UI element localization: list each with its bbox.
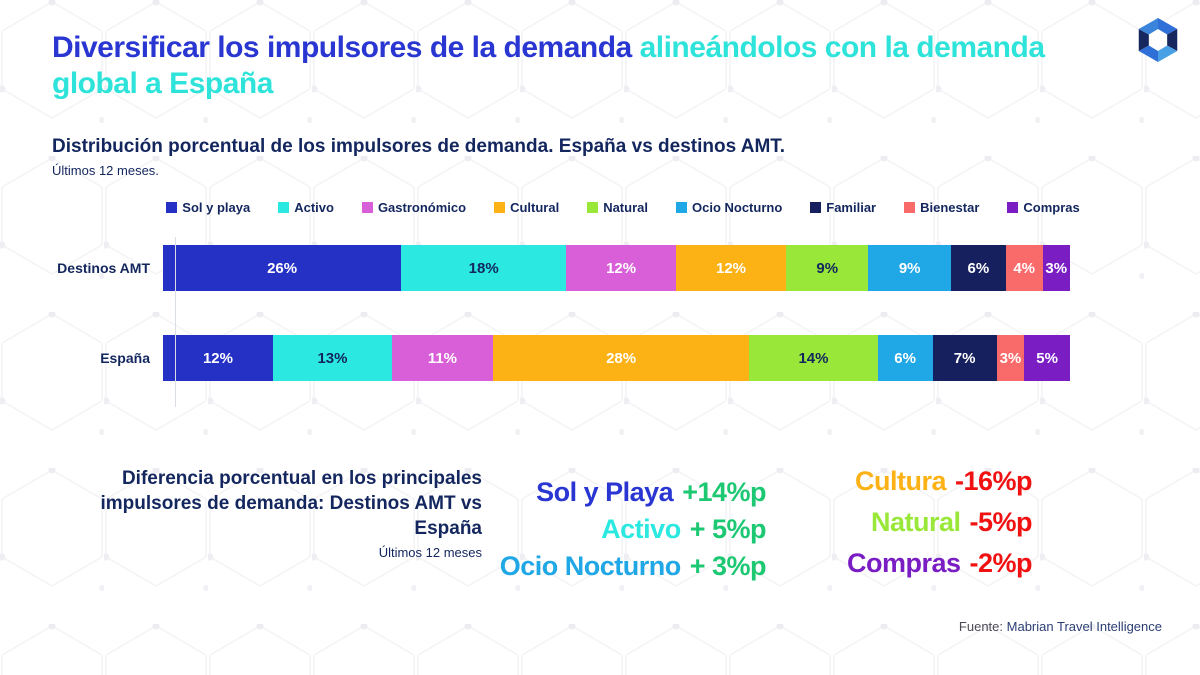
- mabrian-logo-icon: [1138, 18, 1178, 62]
- diff-value: -5%p: [969, 507, 1032, 537]
- legend-swatch: [494, 202, 506, 213]
- legend-swatch: [587, 202, 599, 213]
- diff-row: Sol y Playa +14%p: [536, 477, 766, 508]
- diff-row: Compras -2%p: [846, 548, 1033, 579]
- legend-item: Compras: [1007, 200, 1080, 215]
- bar-segment: 12%: [676, 245, 786, 291]
- legend-label: Bienestar: [920, 200, 980, 215]
- legend-swatch: [361, 202, 373, 213]
- legend-item: Natural: [587, 200, 648, 215]
- legend-swatch: [675, 202, 687, 213]
- legend-item: Ocio Nocturno: [675, 200, 783, 215]
- diff-label: Activo: [601, 514, 681, 544]
- legend-item: Activo: [278, 200, 334, 215]
- diff-label: Natural: [870, 507, 961, 537]
- bar-segment: 11%: [392, 335, 493, 381]
- legend-label: Familiar: [826, 200, 877, 215]
- legend-label: Cultural: [510, 200, 560, 215]
- legend-label: Ocio Nocturno: [691, 200, 783, 215]
- diff-row: Natural -5%p: [870, 507, 1033, 538]
- bar-segment: 14%: [749, 335, 878, 381]
- bar-segment: 4%: [1005, 245, 1043, 291]
- chart-axis-line: [175, 237, 176, 407]
- bar-segment: 18%: [401, 245, 567, 291]
- diff-period: Últimos 12 meses: [378, 545, 482, 560]
- legend-label: Natural: [603, 200, 648, 215]
- legend-swatch: [1007, 202, 1019, 213]
- bar-chart: Destinos AMT 26% 18% 12% 12% 9% 9% 6% 4% 3% España…: [52, 237, 1070, 407]
- source-prefix: Fuente:: [958, 619, 1004, 634]
- bar-segment: 6%: [877, 335, 933, 381]
- diff-row: Cultura -16%p: [854, 466, 1033, 497]
- diff-value: -16%p: [954, 466, 1033, 496]
- bar-segment: 26%: [163, 245, 402, 291]
- legend-swatch: [166, 202, 178, 213]
- legend-swatch: [904, 202, 916, 213]
- diff-label: Sol y Playa: [536, 477, 674, 507]
- diff-row: Ocio Nocturno + 3%p: [499, 551, 767, 582]
- bar-segment: 3%: [996, 335, 1025, 381]
- bar-segment: 6%: [950, 245, 1006, 291]
- legend-swatch: [278, 202, 290, 213]
- title-part-blue: Diversificar los impulsores de la demand…: [52, 31, 632, 64]
- legend-item: Cultural: [494, 200, 559, 215]
- bar-row-label: España: [100, 350, 150, 366]
- legend-item: Gastronómico: [361, 200, 467, 215]
- bar-segment: 9%: [785, 245, 869, 291]
- diff-label: Ocio Nocturno: [499, 551, 682, 581]
- bar-segment: 9%: [868, 245, 951, 291]
- page-title: Diversificar los impulsores de la demand…: [52, 30, 1102, 102]
- diff-positive: Sol y Playa +14%p Activo + 5%p Ocio Nocturno…: [499, 477, 767, 582]
- diff-label: Compras: [846, 548, 961, 578]
- legend-item: Familiar: [810, 200, 876, 215]
- diff-value: + 5%p: [689, 514, 767, 544]
- source-note: Fuente: Mabrian Travel Intelligence: [959, 619, 1162, 634]
- source-name: Mabrian Travel Intelligence: [1006, 619, 1162, 634]
- bar-segment: 7%: [932, 335, 997, 381]
- legend-label: Gastronómico: [377, 200, 467, 215]
- chart-title: Distribución porcentual de los impulsore…: [52, 136, 786, 157]
- chart-legend: Sol y playa Activo Gastronómico Cultural Nat…: [166, 200, 1080, 215]
- diff-value: + 3%p: [689, 551, 767, 581]
- diff-heading: Diferencia porcentual en los principales…: [100, 468, 483, 539]
- diff-label: Cultura: [854, 466, 947, 496]
- bar-row: España 12% 13% 11% 28% 14% 6% 7% 3% 5%: [52, 335, 1070, 381]
- bar-segment: 12%: [163, 335, 273, 381]
- bar-segment: 28%: [492, 335, 750, 381]
- legend-label: Activo: [294, 200, 334, 215]
- diff-negative: Cultura -16%p Natural -5%p Compras -2%p: [846, 466, 1033, 579]
- bar-row-label: Destinos AMT: [57, 260, 150, 276]
- bar-segment: 12%: [566, 245, 677, 291]
- legend-label: Sol y playa: [182, 200, 251, 215]
- legend-item: Bienestar: [904, 200, 979, 215]
- bar-segment: 3%: [1042, 245, 1070, 291]
- bar-track: 12% 13% 11% 28% 14% 6% 7% 3% 5%: [163, 335, 1070, 381]
- legend-item: Sol y playa: [166, 200, 250, 215]
- chart-period: Últimos 12 meses.: [52, 163, 159, 178]
- title-part-cyan: alineándolos con la demanda global a Esp…: [52, 31, 1045, 100]
- bar-row: Destinos AMT 26% 18% 12% 12% 9% 9% 6% 4% 3%: [52, 245, 1070, 291]
- diff-value: -2%p: [969, 548, 1032, 578]
- diff-value: +14%p: [682, 477, 766, 507]
- bar-segment: 13%: [272, 335, 393, 381]
- diff-row: Activo + 5%p: [601, 514, 766, 545]
- legend-label: Compras: [1023, 200, 1080, 215]
- legend-swatch: [810, 202, 822, 213]
- bar-segment: 5%: [1024, 335, 1070, 381]
- bar-track: 26% 18% 12% 12% 9% 9% 6% 4% 3%: [163, 245, 1070, 291]
